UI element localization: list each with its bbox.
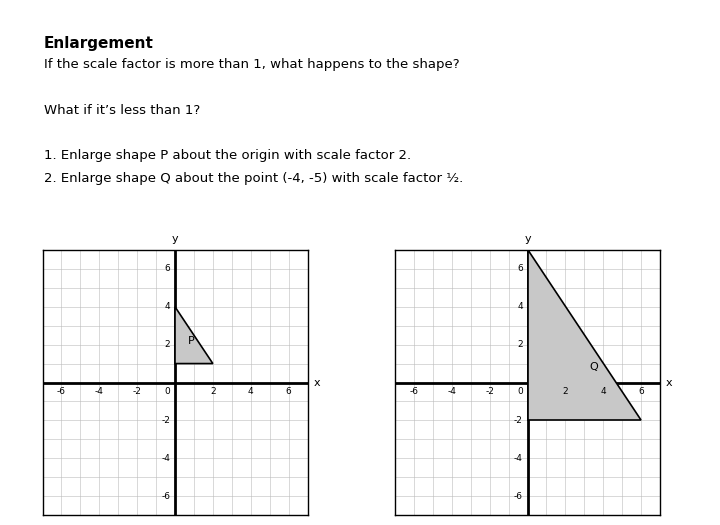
Polygon shape — [175, 307, 213, 364]
Text: 0: 0 — [517, 387, 523, 396]
Text: y: y — [171, 234, 179, 244]
Text: 4: 4 — [165, 302, 170, 311]
Text: Q: Q — [590, 362, 598, 372]
Text: 1. Enlarge shape P about the origin with scale factor 2.: 1. Enlarge shape P about the origin with… — [44, 150, 411, 162]
Text: 4: 4 — [248, 387, 253, 396]
Text: -2: -2 — [161, 416, 170, 425]
Text: 4: 4 — [517, 302, 523, 311]
Text: -6: -6 — [410, 387, 418, 396]
Text: 2: 2 — [165, 340, 170, 349]
Text: -2: -2 — [485, 387, 494, 396]
Text: x: x — [666, 377, 672, 387]
Text: 2: 2 — [562, 387, 568, 396]
Text: -4: -4 — [95, 387, 104, 396]
Text: 2. Enlarge shape Q about the point (-4, -5) with scale factor ½.: 2. Enlarge shape Q about the point (-4, … — [44, 172, 463, 185]
Text: y: y — [524, 234, 531, 244]
Text: 2: 2 — [210, 387, 216, 396]
Text: -2: -2 — [132, 387, 142, 396]
Text: 4: 4 — [600, 387, 606, 396]
Text: Enlargement: Enlargement — [44, 36, 154, 51]
Text: 6: 6 — [164, 265, 170, 274]
Polygon shape — [528, 250, 641, 421]
Text: What if it’s less than 1?: What if it’s less than 1? — [44, 104, 200, 117]
Text: -4: -4 — [447, 387, 456, 396]
Text: -2: -2 — [514, 416, 523, 425]
Text: -6: -6 — [514, 491, 523, 500]
Text: 2: 2 — [517, 340, 523, 349]
Text: -6: -6 — [57, 387, 66, 396]
Text: -4: -4 — [161, 454, 170, 463]
Text: 6: 6 — [286, 387, 292, 396]
Text: 6: 6 — [638, 387, 644, 396]
Text: -6: -6 — [161, 491, 170, 500]
Text: -4: -4 — [514, 454, 523, 463]
Text: x: x — [313, 377, 320, 387]
Text: P: P — [188, 336, 194, 346]
Text: If the scale factor is more than 1, what happens to the shape?: If the scale factor is more than 1, what… — [44, 58, 459, 71]
Text: 0: 0 — [164, 387, 170, 396]
Text: 6: 6 — [517, 265, 523, 274]
